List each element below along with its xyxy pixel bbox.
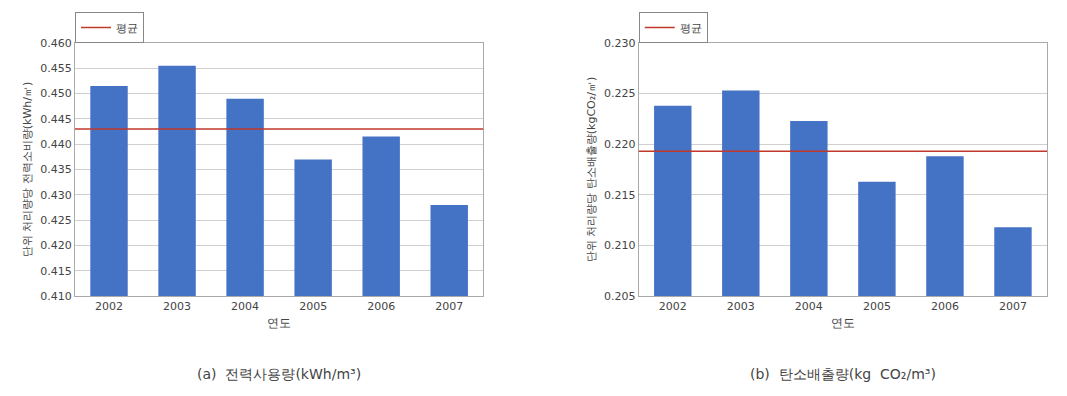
svg-text:2006: 2006 [367, 300, 395, 313]
svg-text:2003: 2003 [163, 300, 191, 313]
svg-text:0.225: 0.225 [604, 87, 636, 100]
svg-text:0.410: 0.410 [40, 290, 72, 303]
svg-text:연도: 연도 [267, 316, 291, 330]
svg-text:평균: 평균 [680, 22, 702, 35]
svg-text:2007: 2007 [435, 300, 463, 313]
svg-text:0.460: 0.460 [40, 37, 72, 50]
svg-text:연도: 연도 [831, 316, 855, 330]
svg-text:2006: 2006 [931, 300, 959, 313]
svg-text:단위 처리량당 탄소배출량(kgCO₂/㎥): 단위 처리량당 탄소배출량(kgCO₂/㎥) [585, 77, 598, 262]
svg-text:0.415: 0.415 [40, 265, 72, 278]
svg-text:2004: 2004 [795, 300, 823, 313]
svg-text:0.220: 0.220 [604, 138, 636, 151]
svg-text:0.435: 0.435 [40, 163, 72, 176]
svg-text:평균: 평균 [116, 22, 138, 35]
svg-text:0.210: 0.210 [604, 239, 636, 252]
svg-text:2002: 2002 [659, 300, 687, 313]
svg-text:0.430: 0.430 [40, 189, 72, 202]
svg-text:0.215: 0.215 [604, 189, 636, 202]
svg-text:2004: 2004 [231, 300, 259, 313]
svg-text:0.445: 0.445 [40, 113, 72, 126]
svg-text:0.440: 0.440 [40, 138, 72, 151]
svg-text:0.205: 0.205 [604, 290, 636, 303]
svg-text:0.420: 0.420 [40, 239, 72, 252]
svg-text:(b) 탄소배출량(kg CO₂/m³): (b) 탄소배출량(kg CO₂/m³) [750, 366, 936, 382]
svg-text:0.230: 0.230 [604, 37, 636, 50]
svg-text:2005: 2005 [863, 300, 891, 313]
svg-text:(a) 전력사용량(kWh/m³): (a) 전력사용량(kWh/m³) [197, 366, 361, 382]
svg-text:2002: 2002 [95, 300, 123, 313]
svg-text:2005: 2005 [299, 300, 327, 313]
svg-text:단위 처리량당 전력소비량(kWh/㎥): 단위 처리량당 전력소비량(kWh/㎥) [21, 82, 34, 258]
svg-text:2003: 2003 [727, 300, 755, 313]
svg-text:2007: 2007 [999, 300, 1027, 313]
svg-text:0.450: 0.450 [40, 87, 72, 100]
svg-text:0.425: 0.425 [40, 214, 72, 227]
svg-text:0.455: 0.455 [40, 62, 72, 75]
